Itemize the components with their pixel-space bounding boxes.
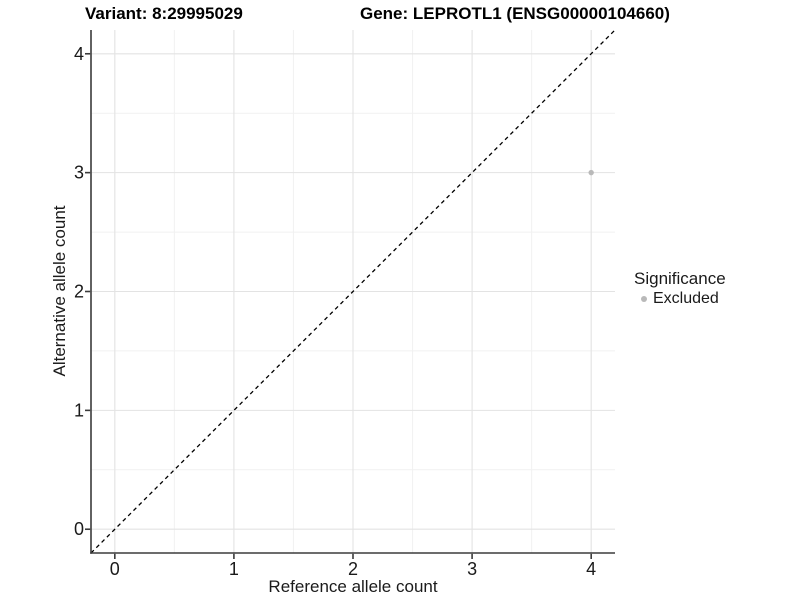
x-axis-title: Reference allele count <box>268 577 438 596</box>
legend-dot-icon <box>641 296 647 302</box>
x-tick-label: 2 <box>348 559 358 579</box>
y-axis-title: Alternative allele count <box>50 205 69 377</box>
x-tick-label: 4 <box>586 559 596 579</box>
y-tick-label: 0 <box>74 519 84 539</box>
y-tick-label: 4 <box>74 44 84 64</box>
legend-item-label: Excluded <box>653 290 719 307</box>
data-point <box>588 169 594 176</box>
y-tick-label: 1 <box>74 400 84 420</box>
x-tick-label: 0 <box>110 559 120 579</box>
legend-title: Significance <box>634 269 726 288</box>
legend: Significance Excluded <box>634 269 726 309</box>
plot-title-gene: Gene: LEPROTL1 (ENSG00000104660) <box>360 4 670 23</box>
x-tick-label: 1 <box>229 559 239 579</box>
y-tick-label: 2 <box>74 282 84 302</box>
plot-title-variant: Variant: 8:29995029 <box>85 4 243 23</box>
identity-reference-line <box>90 29 616 554</box>
legend-item-excluded: Excluded <box>634 289 726 309</box>
y-tick-label: 3 <box>74 163 84 183</box>
x-tick-label: 3 <box>467 559 477 579</box>
